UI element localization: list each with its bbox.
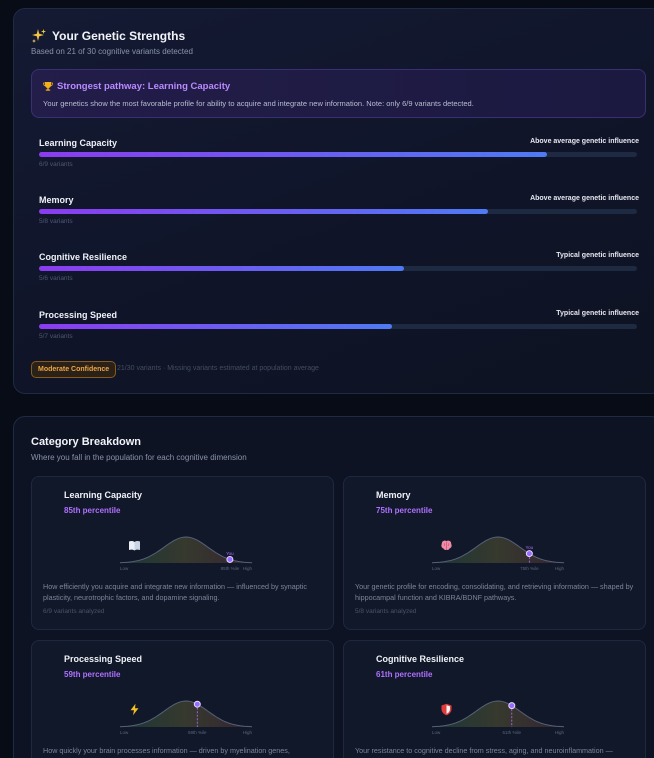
axis-percentile-label: 61th %ile xyxy=(503,730,522,735)
axis-percentile-label: 59th %ile xyxy=(188,730,207,735)
category-description: Your resistance to cognitive decline fro… xyxy=(355,746,613,755)
percentile-marker-dot xyxy=(525,550,533,558)
trait-influence-badge: Above average genetic influence xyxy=(530,195,639,202)
strongest-pathway-callout: Strongest pathway: Learning Capacity You… xyxy=(31,69,646,118)
axis-high-label: High xyxy=(243,730,253,735)
trait-variant-count: 6/9 variants xyxy=(39,161,73,168)
category-description: How quickly your brain processes informa… xyxy=(43,746,290,755)
confidence-note: 21/30 variants · Missing variants estima… xyxy=(117,365,319,372)
trait-variant-count: 5/8 variants xyxy=(39,218,73,225)
distribution-chart: Low 61th %ile High xyxy=(431,700,565,735)
trait-progress-fill xyxy=(39,152,548,157)
category-description: Your genetic profile for encoding, conso… xyxy=(355,582,634,602)
trait-variant-count: 5/7 variants xyxy=(39,333,73,340)
trait-name: Processing Speed xyxy=(39,310,118,320)
you-marker-label: You xyxy=(526,545,534,550)
pathway-title: Strongest pathway: Learning Capacity xyxy=(57,81,231,92)
genetic-strengths-card: Your Genetic Strengths Based on 21 of 30… xyxy=(13,8,654,394)
distribution-area xyxy=(120,701,252,727)
trait-name: Cognitive Resilience xyxy=(39,252,128,262)
category-description: How efficiently you acquire and integrat… xyxy=(43,582,307,602)
distribution-chart: You Low 85th %ile High xyxy=(119,536,253,571)
axis-high-label: High xyxy=(555,730,565,735)
percentile-marker-dot xyxy=(508,702,516,710)
trait-influence-badge: Typical genetic influence xyxy=(556,310,639,317)
category-percentile: 75th percentile xyxy=(376,506,433,515)
axis-low-label: Low xyxy=(432,566,441,571)
distribution-area xyxy=(120,537,252,563)
trophy-icon xyxy=(43,81,53,93)
category-name: Processing Speed xyxy=(64,654,143,664)
distribution-curve xyxy=(431,700,565,728)
trait-progress-track xyxy=(39,324,637,329)
confidence-badge: Moderate Confidence xyxy=(31,361,117,378)
distribution-curve xyxy=(119,700,253,728)
trait-progress-track xyxy=(39,209,637,214)
category-percentile: 85th percentile xyxy=(64,506,121,515)
trait-row-learning-capacity: Learning Capacity Above average genetic … xyxy=(31,129,646,178)
distribution-chart: You Low 75th %ile High xyxy=(431,536,565,571)
book-icon xyxy=(44,493,140,551)
axis-high-label: High xyxy=(243,566,253,571)
trait-row-processing-speed: Processing Speed Typical genetic influen… xyxy=(31,301,646,350)
strengths-title: Your Genetic Strengths xyxy=(52,29,186,43)
category-breakdown-card: Category Breakdown Where you fall in the… xyxy=(13,416,654,758)
axis-low-label: Low xyxy=(120,566,129,571)
percentile-marker-dot xyxy=(193,700,201,708)
strengths-subtitle: Based on 21 of 30 cognitive variants det… xyxy=(31,47,193,56)
distribution-area xyxy=(432,537,564,563)
trait-progress-fill xyxy=(39,324,392,329)
trait-name: Learning Capacity xyxy=(39,138,118,148)
trait-progress-fill xyxy=(39,266,404,271)
category-variant-count: 5/8 variants analyzed xyxy=(355,608,417,615)
category-name: Learning Capacity xyxy=(64,490,143,500)
breakdown-title: Category Breakdown xyxy=(31,436,142,448)
axis-percentile-label: 85th %ile xyxy=(221,566,240,571)
trait-row-memory: Memory Above average genetic influence 5… xyxy=(31,186,646,235)
lightning-icon xyxy=(44,657,139,716)
category-percentile: 61th percentile xyxy=(376,670,433,679)
sparkles-icon xyxy=(31,28,47,44)
trait-name: Memory xyxy=(39,195,74,205)
axis-percentile-label: 75th %ile xyxy=(520,566,539,571)
trait-progress-track xyxy=(39,152,637,157)
trait-influence-badge: Typical genetic influence xyxy=(556,252,639,259)
category-name: Memory xyxy=(376,490,411,500)
category-card-processing-speed: Processing Speed 59th percentile Low 59t… xyxy=(31,640,334,758)
axis-high-label: High xyxy=(555,566,565,571)
you-marker-label: You xyxy=(226,551,234,556)
category-variant-count: 6/9 variants analyzed xyxy=(43,608,105,615)
category-card-memory: Memory 75th percentile You Low 75th %ile… xyxy=(343,476,646,630)
axis-low-label: Low xyxy=(432,730,441,735)
trait-variant-count: 5/6 variants xyxy=(39,275,73,282)
pathway-description: Your genetics show the most favorable pr… xyxy=(43,99,474,108)
trait-progress-fill xyxy=(39,209,488,214)
distribution-chart: Low 59th %ile High xyxy=(119,700,253,735)
brain-icon xyxy=(356,493,452,551)
trait-progress-track xyxy=(39,266,637,271)
trait-influence-badge: Above average genetic influence xyxy=(530,138,639,145)
trait-row-cognitive-resilience: Cognitive Resilience Typical genetic inf… xyxy=(31,243,646,292)
axis-low-label: Low xyxy=(120,730,129,735)
category-percentile: 59th percentile xyxy=(64,670,121,679)
percentile-marker-dot xyxy=(226,555,234,563)
category-card-learning-capacity: Learning Capacity 85th percentile You Lo… xyxy=(31,476,334,630)
distribution-curve xyxy=(431,536,565,564)
distribution-area xyxy=(432,701,564,727)
category-name: Cognitive Resilience xyxy=(376,654,465,664)
shield-icon xyxy=(356,657,452,716)
category-card-cognitive-resilience: Cognitive Resilience 61th percentile Low… xyxy=(343,640,646,758)
strengths-title-row: Your Genetic Strengths xyxy=(31,28,185,44)
breakdown-subtitle: Where you fall in the population for eac… xyxy=(31,453,247,462)
